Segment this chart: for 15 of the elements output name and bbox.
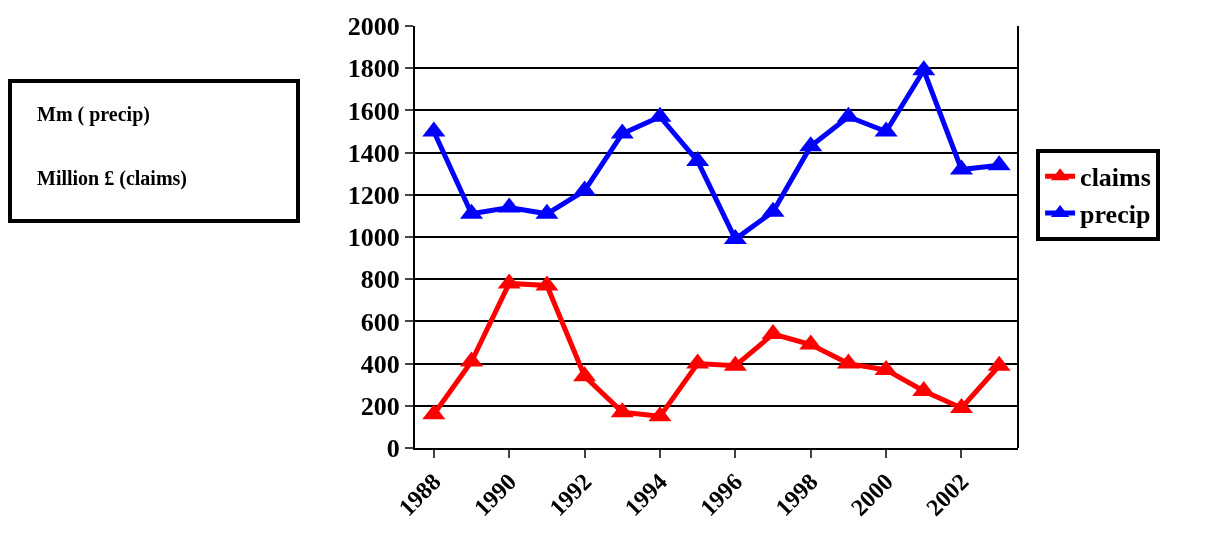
legend-label: precip [1080,200,1151,230]
y-tick-label: 1200 [347,180,400,210]
y-tick-label: 1600 [347,96,400,126]
y-tick-label: 200 [360,391,400,421]
text: Mm ( precip) [37,103,150,126]
y-tick-label: 800 [360,265,400,295]
y-tick-label: 600 [360,307,400,337]
legend-label: claims [1080,163,1151,193]
y-tick-label: 2000 [347,12,400,42]
y-tick-label: 400 [360,349,400,379]
y-tick-label: 1400 [347,138,400,168]
y-tick-label: 1800 [347,54,400,84]
text: Million £ (claims) [37,167,187,190]
y-tick-label: 0 [386,434,400,464]
y-tick-label: 1000 [347,223,400,253]
